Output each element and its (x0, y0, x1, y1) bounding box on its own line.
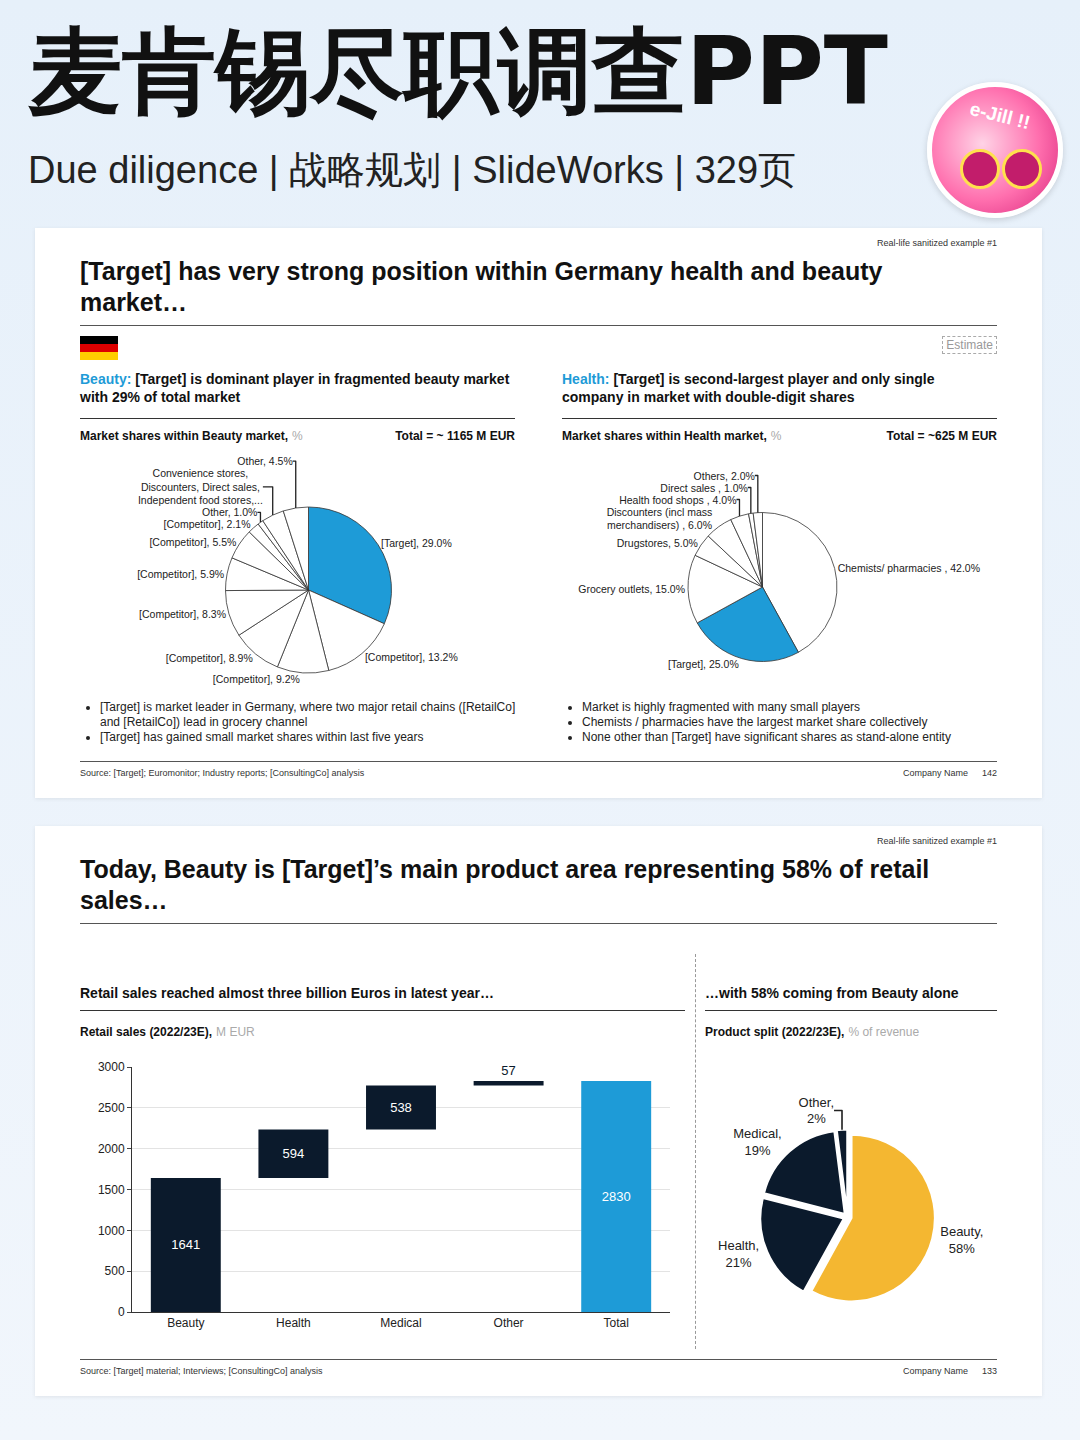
svg-text:[Competitor], 9.2%: [Competitor], 9.2% (213, 673, 300, 685)
svg-text:Other, 1.0%: Other, 1.0% (202, 506, 257, 518)
html-text:Chemists / pharmacies have the: Chemists / pharmacies have the largest m… (582, 715, 928, 729)
svg-text:[Target], 29.0%: [Target], 29.0% (381, 537, 452, 549)
svg-text:Direct sales , 1.0%: Direct sales , 1.0% (660, 482, 748, 494)
html-text:Beauty: [Target] is dominant p: Beauty: [Target] is dominant player in f… (80, 371, 510, 405)
html-text:Estimate: Estimate (946, 338, 993, 352)
html-text:133: 133 (982, 1366, 997, 1376)
html-text:Market shares within Health ma: Market shares within Health market, % (562, 429, 782, 443)
html-text:[Target] has gained small mark: [Target] has gained small market shares … (100, 730, 424, 744)
html-text:麦肯锡尽职调查PPT: 麦肯锡尽职调查PPT (28, 17, 888, 126)
svg-text:1500: 1500 (98, 1183, 125, 1197)
html-text:Today, Beauty is [Target]’s ma: Today, Beauty is [Target]’s main product… (80, 855, 930, 914)
html-text:Source: [Target] material; Int: Source: [Target] material; Interviews; [… (80, 1366, 323, 1376)
html-text:Real-life sanitized example #1: Real-life sanitized example #1 (876, 238, 997, 248)
html-text:Real-life sanitized example #1: Real-life sanitized example #1 (876, 836, 997, 846)
svg-text:Health: Health (276, 1316, 311, 1330)
svg-text:Other: Other (494, 1316, 524, 1330)
svg-text:2000: 2000 (98, 1142, 125, 1156)
svg-text:2500: 2500 (98, 1101, 125, 1115)
html-text:Market shares within Beauty ma: Market shares within Beauty market, % (80, 429, 303, 443)
html-text:Retail sales reached almost th: Retail sales reached almost three billio… (80, 985, 494, 1001)
svg-text:Beauty,58%: Beauty,58% (940, 1224, 983, 1256)
svg-text:Other, 4.5%: Other, 4.5% (237, 455, 292, 467)
svg-text:1000: 1000 (98, 1224, 125, 1238)
svg-text:Health,21%: Health,21% (718, 1238, 759, 1270)
html-text:[Target] is market leader in G: [Target] is market leader in Germany, wh… (100, 700, 516, 729)
svg-text:Convenience stores,Discounters: Convenience stores,Discounters, Direct s… (138, 467, 263, 506)
svg-text:538: 538 (390, 1100, 412, 1115)
svg-text:[Competitor], 2.1%: [Competitor], 2.1% (164, 518, 251, 530)
svg-text:Other,2%: Other,2% (799, 1095, 834, 1127)
svg-text:Health food shops , 4.0%: Health food shops , 4.0% (619, 494, 736, 506)
html-text:Retail sales (2022/23E), M EUR: Retail sales (2022/23E), M EUR (80, 1025, 255, 1039)
html-text:Health: [Target] is second-lar: Health: [Target] is second-largest playe… (562, 371, 935, 405)
html-text:…with 58% coming from Beauty a: …with 58% coming from Beauty alone (705, 985, 959, 1001)
html-text:[Target] has very strong posit: [Target] has very strong position within… (80, 257, 883, 316)
svg-text:2830: 2830 (602, 1189, 631, 1204)
svg-text:3000: 3000 (98, 1060, 125, 1074)
svg-text:Medical: Medical (380, 1316, 421, 1330)
html-text:142: 142 (982, 768, 997, 778)
html-text:Due diligence | 战略规划 | SlideWo: Due diligence | 战略规划 | SlideWorks | 329页 (28, 149, 797, 191)
html-text:Total = ~625 M EUR: Total = ~625 M EUR (886, 429, 997, 443)
svg-text:1641: 1641 (171, 1237, 200, 1252)
html-text:Market is highly fragmented wi: Market is highly fragmented with many sm… (582, 700, 861, 714)
svg-text:57: 57 (501, 1063, 515, 1078)
html-text:Company Name: Company Name (902, 1366, 968, 1376)
svg-text:Grocery outlets, 15.0%: Grocery outlets, 15.0% (578, 583, 685, 595)
html-text:None other than [Target] have: None other than [Target] have significan… (582, 730, 951, 744)
svg-text:[Competitor], 8.3%: [Competitor], 8.3% (139, 608, 226, 620)
svg-text:[Target], 25.0%: [Target], 25.0% (668, 658, 739, 670)
svg-text:[Competitor], 5.9%: [Competitor], 5.9% (137, 568, 224, 580)
svg-text:Drugstores, 5.0%: Drugstores, 5.0% (617, 537, 698, 549)
html-text:Total = ~ 1165 M EUR: Total = ~ 1165 M EUR (395, 429, 515, 443)
svg-text:500: 500 (105, 1264, 125, 1278)
svg-text:0: 0 (118, 1305, 125, 1319)
svg-text:Chemists/ pharmacies , 42.0%: Chemists/ pharmacies , 42.0% (838, 562, 980, 574)
svg-text:Others, 2.0%: Others, 2.0% (694, 470, 755, 482)
svg-text:594: 594 (283, 1146, 305, 1161)
html-text:e-Jill !!: e-Jill !! (967, 97, 1033, 134)
svg-text:Beauty: Beauty (167, 1316, 204, 1330)
svg-text:Total: Total (604, 1316, 629, 1330)
svg-text:[Competitor], 13.2%: [Competitor], 13.2% (365, 651, 458, 663)
svg-text:Discounters (incl massmerchand: Discounters (incl massmerchandisers) , 6… (607, 506, 713, 532)
html-text:Source: [Target]; Euromonitor;: Source: [Target]; Euromonitor; Industry … (80, 768, 365, 778)
html-text:Product split (2022/23E), % of: Product split (2022/23E), % of revenue (705, 1025, 920, 1039)
svg-text:Medical,19%: Medical,19% (733, 1126, 781, 1158)
html-text:Company Name: Company Name (902, 768, 968, 778)
svg-text:[Competitor], 8.9%: [Competitor], 8.9% (166, 652, 253, 664)
svg-text:[Competitor], 5.5%: [Competitor], 5.5% (149, 536, 236, 548)
